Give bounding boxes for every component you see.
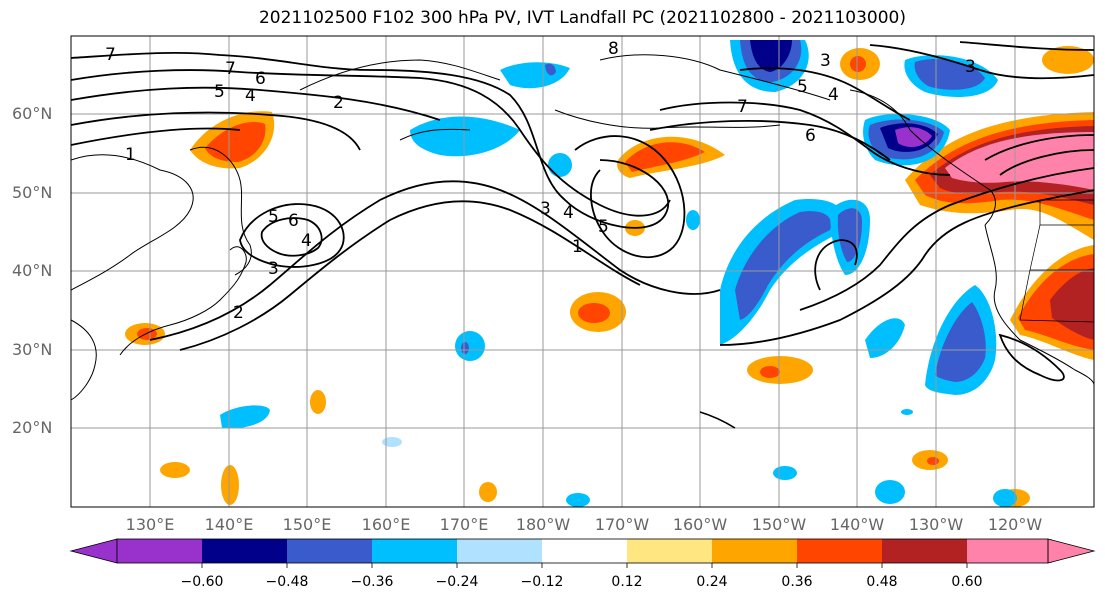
- contour-label: 1: [572, 237, 583, 257]
- contour-label: 4: [563, 203, 574, 223]
- lat-label: 40°N: [12, 261, 53, 280]
- lon-label: 130°W: [908, 515, 964, 534]
- lat-label: 60°N: [12, 104, 53, 123]
- contour-label: 8: [608, 39, 619, 59]
- lon-label: 150°W: [751, 515, 807, 534]
- lon-label: 160°E: [361, 515, 411, 534]
- map-frame: [70, 35, 1095, 508]
- lat-label: 20°N: [12, 418, 53, 437]
- contour-label: 3: [820, 51, 831, 71]
- contour-label: 3: [540, 199, 551, 219]
- lon-label: 170°W: [594, 515, 650, 534]
- lon-label: 170°E: [439, 515, 489, 534]
- colorbar-tick-label: 0.24: [696, 574, 728, 590]
- colorbar-bin: [117, 539, 202, 563]
- colorbar-extend-high: [1047, 538, 1096, 564]
- lon-label: 180°W: [515, 515, 571, 534]
- colorbar-bin: [712, 539, 797, 563]
- map-title: 2021102500 F102 300 hPa PV, IVT Landfall…: [258, 8, 906, 28]
- colorbar-tick-label: −0.36: [350, 574, 394, 590]
- pv-contours: [70, 41, 1095, 382]
- contour-label: 3: [965, 57, 976, 77]
- colorbar-bin: [372, 539, 457, 563]
- contour-label: 1: [125, 145, 136, 165]
- contour-label: 5: [214, 82, 225, 102]
- colorbar-tick-label: 0.60: [951, 574, 983, 590]
- contour-label: 5: [797, 77, 808, 97]
- contour-label: 7: [105, 45, 116, 65]
- colorbar-bin: [287, 539, 372, 563]
- colorbar-tick-label: −0.24: [435, 574, 479, 590]
- contour-label: 3: [268, 259, 279, 279]
- colorbar-tick-label: −0.48: [265, 574, 309, 590]
- contour-label: 2: [233, 303, 244, 323]
- colorbar-bin: [542, 539, 627, 563]
- contour-label: 5: [598, 217, 609, 237]
- lat-label: 50°N: [12, 183, 53, 202]
- lon-label: 150°E: [282, 515, 332, 534]
- colorbar-bin: [882, 539, 967, 563]
- colorbar: [69, 538, 1096, 568]
- contour-label: 6: [288, 211, 299, 231]
- colorbar-extend-low: [69, 538, 118, 564]
- contour-label: 4: [828, 85, 839, 105]
- lon-label: 140°E: [204, 515, 254, 534]
- contour-labels: 7 7 6 5 4 2 1 8 3 3 5 4 7 6 3 4 5 1 5 6 …: [105, 39, 976, 323]
- contour-label: 6: [805, 126, 816, 146]
- contour-label: 4: [301, 231, 312, 251]
- colorbar-tick-label: −0.60: [180, 574, 224, 590]
- contour-label: 7: [225, 59, 236, 79]
- lon-label: 140°W: [829, 515, 885, 534]
- contour-label: 4: [245, 86, 256, 106]
- lon-label: 120°W: [987, 515, 1043, 534]
- colorbar-bin: [967, 539, 1052, 563]
- colorbar-tick-label: 0.48: [866, 574, 898, 590]
- contour-label: 5: [268, 207, 279, 227]
- colorbar-bin: [797, 539, 882, 563]
- pc-shading: [125, 40, 1094, 507]
- lon-label: 160°W: [672, 515, 728, 534]
- colorbar-bin: [627, 539, 712, 563]
- lon-label: 130°E: [125, 515, 175, 534]
- contour-label: 7: [737, 97, 748, 117]
- colorbar-tick-label: 0.36: [781, 574, 813, 590]
- colorbar-tick-label: 0.12: [611, 574, 643, 590]
- colorbar-bin: [457, 539, 542, 563]
- lat-label: 30°N: [12, 340, 53, 359]
- coastlines: [70, 54, 1095, 429]
- contour-label: 6: [255, 69, 266, 89]
- colorbar-bin: [202, 539, 287, 563]
- contour-label: 2: [333, 93, 344, 113]
- colorbar-tick-label: −0.12: [520, 574, 564, 590]
